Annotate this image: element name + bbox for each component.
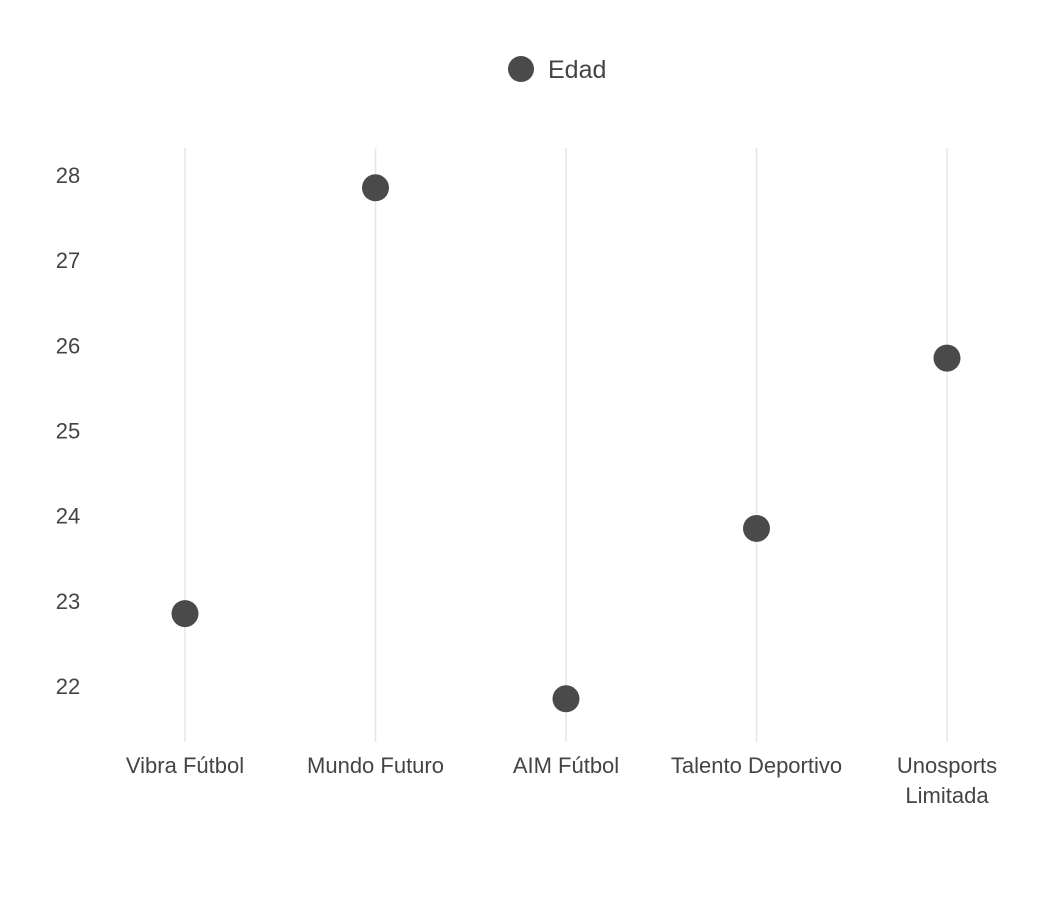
- y-axis: 22 23 24 25 26 27 28: [56, 163, 80, 699]
- legend-marker: [508, 56, 534, 82]
- legend-label: Edad: [548, 56, 606, 84]
- y-tick-label: 25: [56, 419, 80, 444]
- y-tick-label: 23: [56, 589, 80, 614]
- legend: Edad: [508, 56, 606, 84]
- x-tick-label: Mundo Futuro: [307, 753, 444, 778]
- data-point: [171, 600, 199, 628]
- x-tick-label: Vibra Fútbol: [126, 753, 244, 778]
- data-point: [743, 514, 770, 542]
- x-axis: Vibra Fútbol Mundo Futuro AIM Fútbol Talent…: [126, 753, 997, 808]
- y-tick-label: 28: [56, 163, 80, 188]
- y-tick-label: 27: [56, 248, 80, 273]
- y-tick-label: 26: [56, 333, 80, 358]
- y-tick-label: 22: [56, 674, 80, 699]
- grid-lines: [184, 148, 948, 742]
- data-point: [552, 685, 580, 713]
- x-tick-label: Talento Deportivo: [671, 753, 842, 778]
- data-point: [362, 174, 389, 202]
- data-points: [171, 174, 961, 713]
- data-point: [933, 344, 961, 372]
- y-tick-label: 24: [56, 504, 80, 529]
- x-tick-label: Unosports Limitada: [897, 753, 997, 808]
- x-tick-label: AIM Fútbol: [513, 753, 619, 778]
